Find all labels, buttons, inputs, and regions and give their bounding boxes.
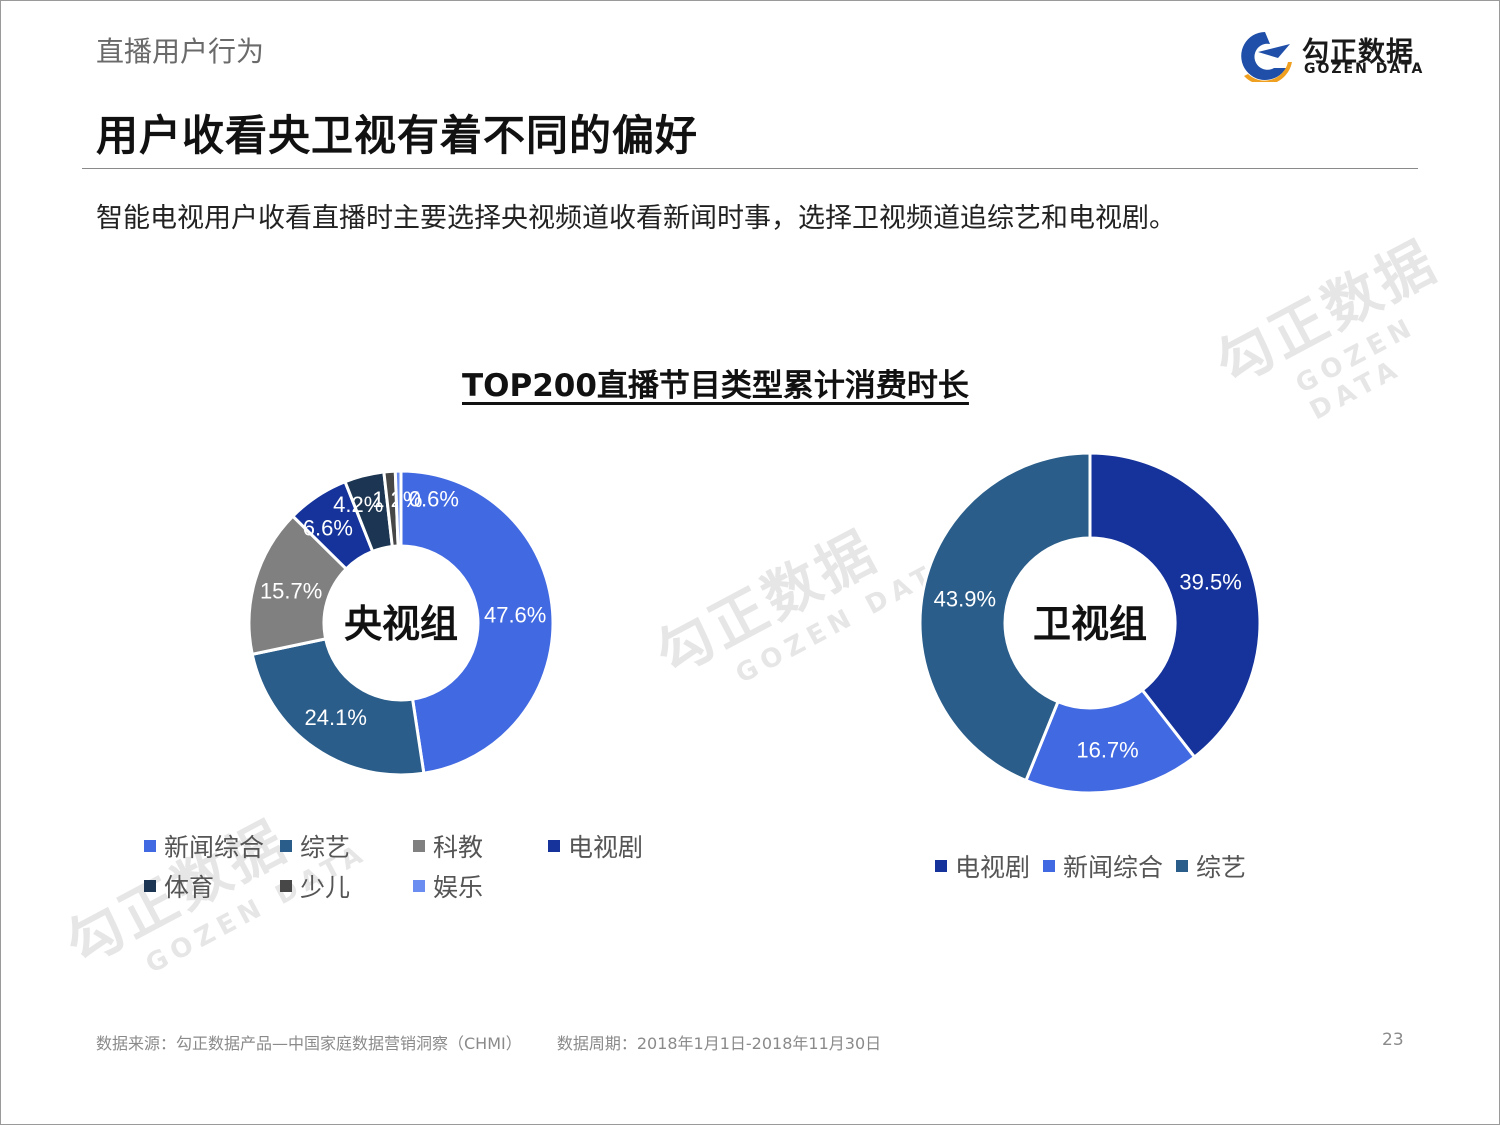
- donut-center-label: 卫视组: [1033, 602, 1147, 646]
- slice-label: 0.6%: [409, 487, 459, 512]
- legend-item: 新闻综合: [144, 828, 264, 864]
- footer-source: 数据来源：勾正数据产品—中国家庭数据营销洞察（CHMI） 数据周期：2018年1…: [96, 1030, 911, 1054]
- data-source: 数据来源：勾正数据产品—中国家庭数据营销洞察（CHMI）: [96, 1034, 522, 1053]
- legend-item: 新闻综合: [1043, 848, 1163, 884]
- chart-title: TOP200直播节目类型累计消费时长: [462, 368, 969, 404]
- slice-label: 47.6%: [484, 602, 546, 627]
- slice-label: 43.9%: [934, 587, 996, 612]
- legend-item: 综艺: [280, 828, 350, 864]
- page-subtitle: 智能电视用户收看直播时主要选择央视频道收看新闻时事，选择卫视频道追综艺和电视剧。: [96, 203, 1176, 234]
- legend-item: 综艺: [1176, 848, 1246, 884]
- legend-item: 科教: [413, 828, 483, 864]
- donut-slice: [399, 469, 555, 775]
- brand-logo: 勾正数据 GOZEN DATA: [1234, 28, 1434, 85]
- page-number: 23: [1382, 1030, 1404, 1050]
- legend-item: 少儿: [280, 868, 350, 904]
- legend-swatch-icon: [144, 880, 156, 892]
- legend-item: 电视剧: [935, 848, 1030, 884]
- slice-label: 6.6%: [303, 515, 353, 540]
- title-divider: [82, 168, 1418, 169]
- legend-item: 电视剧: [548, 828, 643, 864]
- legend-swatch-icon: [1176, 860, 1188, 872]
- legend-label: 新闻综合: [1063, 853, 1164, 882]
- legend-swatch-icon: [548, 840, 560, 852]
- legend-swatch-icon: [280, 840, 292, 852]
- slice-label: 16.7%: [1076, 737, 1138, 762]
- legend-label: 娱乐: [433, 873, 484, 902]
- gozen-logo-icon: [1241, 32, 1292, 85]
- donut-slice: [250, 637, 426, 777]
- legend-swatch-icon: [280, 880, 292, 892]
- legend-item: 娱乐: [413, 868, 483, 904]
- legend-swatch-icon: [144, 840, 156, 852]
- legend-label: 电视剧: [955, 853, 1031, 882]
- data-period: 数据周期：2018年1月1日-2018年11月30日: [556, 1034, 882, 1053]
- legend-swatch-icon: [1043, 860, 1055, 872]
- legend-label: 科教: [433, 833, 484, 862]
- legend-label: 综艺: [1196, 853, 1247, 882]
- logo-text-en: GOZEN DATA: [1304, 61, 1425, 77]
- donut-slice: [1088, 451, 1262, 760]
- slice-label: 24.1%: [305, 705, 367, 730]
- logo-text-cn: 勾正数据: [1302, 37, 1414, 68]
- donut-slice: [918, 451, 1092, 783]
- legend-swatch-icon: [413, 880, 425, 892]
- donut-center-label: 央视组: [344, 602, 458, 646]
- donut-chart-satellite: 39.5% 16.7% 43.9% 卫视组: [918, 451, 1262, 795]
- legend-swatch-icon: [935, 860, 947, 872]
- legend-label: 新闻综合: [164, 833, 265, 862]
- legend-swatch-icon: [413, 840, 425, 852]
- donut-chart-cctv: 47.6%24.1%15.7%6.6%4.2%1.2%0.6%央视组: [247, 469, 555, 777]
- legend-label: 综艺: [300, 833, 351, 862]
- legend-item: 体育: [144, 868, 214, 904]
- legend-label: 少儿: [300, 873, 351, 902]
- slice-label: 15.7%: [260, 579, 322, 604]
- slice-label: 4.2%: [333, 492, 383, 517]
- legend-label: 电视剧: [568, 833, 644, 862]
- slice-label: 39.5%: [1179, 570, 1241, 595]
- page-title: 用户收看央卫视有着不同的偏好: [96, 111, 699, 160]
- legend-label: 体育: [164, 873, 215, 902]
- donut-slice: [393, 469, 403, 548]
- section-title: 直播用户行为: [96, 35, 265, 68]
- donut-slice: [1024, 687, 1197, 795]
